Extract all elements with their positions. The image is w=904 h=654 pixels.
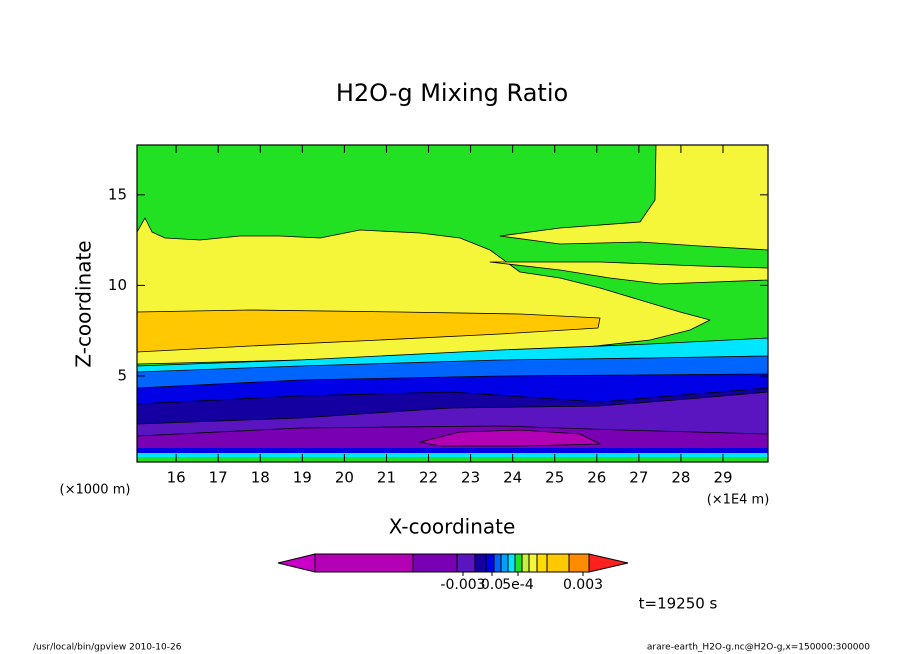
colorbar-segment: [528, 553, 538, 573]
colorbar-segment: [507, 553, 516, 573]
y-axis-label: Z-coordinate: [72, 240, 96, 367]
footer-left: /usr/local/bin/gpview 2010-10-26: [33, 643, 182, 653]
time-annotation: t=19250 s: [639, 595, 718, 613]
colorbar-segment: [500, 553, 509, 573]
x-tick-label: 22: [419, 469, 438, 487]
plot-frame: [136, 144, 769, 463]
colorbar-tick-label: 0.0: [481, 577, 503, 593]
colorbar-segment: [412, 553, 458, 573]
x-tick-label: 17: [209, 469, 228, 487]
band-magenta: [419, 429, 601, 447]
x-tick-label: 19: [293, 469, 312, 487]
colorbar-arrow-low: [277, 553, 316, 573]
x-tick-label: 29: [713, 469, 732, 487]
x-tick-label: 25: [545, 469, 564, 487]
colorbar-segment: [521, 553, 530, 573]
y-tick-label: 15: [108, 185, 127, 203]
band-yellow-right: [489, 261, 768, 285]
colorbar-segment: [485, 553, 495, 573]
chart-title: H2O-g Mixing Ratio: [336, 79, 568, 107]
band-bottom-cyan: [137, 453, 768, 457]
colorbar: [277, 553, 629, 573]
band-orange: [137, 309, 601, 353]
band-yellow-top: [499, 145, 768, 251]
footer-right: arare-earth_H2O-g.nc@H2O-g,x=150000:3000…: [647, 643, 870, 653]
y-tick-label: 5: [117, 366, 127, 384]
x-tick-label: 16: [167, 469, 186, 487]
colorbar-segment: [514, 553, 523, 573]
x-tick-label: 26: [587, 469, 606, 487]
x-unit: (×1E4 m): [707, 493, 770, 508]
colorbar-tick-label: -0.003: [440, 577, 485, 593]
x-axis-label: X-coordinate: [389, 515, 516, 539]
x-tick-label: 21: [377, 469, 396, 487]
colorbar-tick-label: 0.003: [563, 577, 603, 593]
colorbar-arrow-high: [588, 553, 629, 573]
colorbar-segment: [314, 553, 414, 573]
band-bottom-green: [137, 457, 768, 462]
x-tick-label: 28: [671, 469, 690, 487]
x-tick-label: 24: [503, 469, 522, 487]
colorbar-segment: [493, 553, 502, 573]
contour-field: [137, 145, 768, 462]
y-unit: (×1000 m): [60, 483, 131, 498]
colorbar-segment: [568, 553, 590, 573]
x-tick-label: 18: [251, 469, 270, 487]
x-tick-label: 20: [335, 469, 354, 487]
x-tick-label: 27: [629, 469, 648, 487]
colorbar-segment: [536, 553, 548, 573]
band-bottom-blue: [137, 448, 768, 454]
colorbar-tick-label: 5e-4: [502, 577, 534, 593]
colorbar-segment: [474, 553, 487, 573]
x-tick-label: 23: [461, 469, 480, 487]
y-tick-label: 10: [108, 276, 127, 294]
colorbar-segment: [456, 553, 476, 573]
colorbar-segment: [546, 553, 570, 573]
